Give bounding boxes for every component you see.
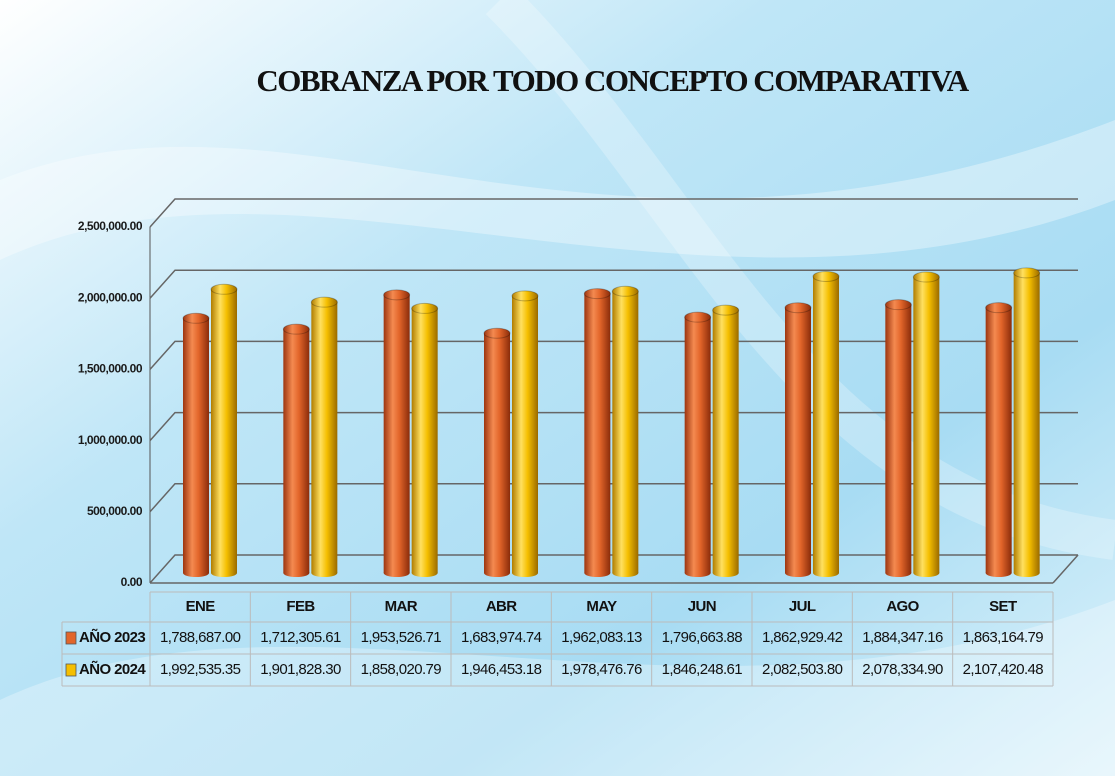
y-tick-label: 2,000,000.00	[78, 290, 143, 304]
bar-cap	[283, 324, 309, 334]
bar	[913, 277, 939, 573]
bar	[384, 295, 410, 573]
bar-cap	[384, 290, 410, 300]
bar	[484, 333, 510, 573]
table-value: 1,712,305.61	[260, 629, 341, 646]
x-tick-label: MAR	[385, 598, 418, 615]
bar-base	[311, 569, 337, 577]
table-value: 1,862,929.42	[762, 629, 843, 646]
bar	[183, 318, 209, 573]
table-value: 1,683,974.74	[461, 629, 542, 646]
table-value: 1,788,687.00	[160, 629, 241, 646]
bar-base	[685, 569, 711, 577]
table-value: 2,082,503.80	[762, 661, 843, 678]
x-tick-label: FEB	[286, 598, 315, 615]
bar	[311, 302, 337, 573]
y-tick-label: 2,500,000.00	[78, 219, 143, 233]
legend-label: AÑO 2023	[79, 628, 145, 646]
bar	[211, 289, 237, 573]
bar	[986, 308, 1012, 573]
bar-base	[913, 569, 939, 577]
x-tick-label: SET	[989, 598, 1017, 615]
bar-cap	[813, 271, 839, 281]
bar-base	[1014, 569, 1040, 577]
bar-cap	[885, 300, 911, 310]
table-value: 1,901,828.30	[260, 661, 341, 678]
bar-cap	[986, 303, 1012, 313]
bar-base	[211, 569, 237, 577]
bar-base	[584, 569, 610, 577]
x-tick-label: AGO	[886, 598, 919, 615]
bar-base	[612, 569, 638, 577]
x-tick-label: ABR	[486, 598, 517, 615]
bar-base	[412, 569, 438, 577]
table-value: 1,884,347.16	[862, 629, 943, 646]
bar-base	[484, 569, 510, 577]
bar-base	[885, 569, 911, 577]
table-value: 1,953,526.71	[361, 629, 442, 646]
table-value: 2,078,334.90	[862, 661, 943, 678]
table-value: 1,863,164.79	[963, 629, 1044, 646]
table-value: 1,992,535.35	[160, 661, 241, 678]
legend-label: AÑO 2024	[79, 660, 146, 678]
table-value: 1,962,083.13	[561, 629, 642, 646]
bar	[283, 329, 309, 573]
bar-cap	[685, 312, 711, 322]
table-value: 2,107,420.48	[963, 661, 1044, 678]
chart-title: COBRANZA POR TODO CONCEPTO COMPARATIVA	[256, 63, 969, 98]
bar-base	[183, 569, 209, 577]
bar-cap	[1014, 268, 1040, 278]
bar	[584, 294, 610, 573]
y-tick-label: 1,000,000.00	[78, 433, 143, 447]
bar-base	[813, 569, 839, 577]
bar-cap	[183, 313, 209, 323]
bar	[1014, 273, 1040, 573]
x-tick-label: MAY	[586, 598, 617, 615]
y-tick-label: 1,500,000.00	[78, 362, 143, 376]
bar-base	[986, 569, 1012, 577]
bar-cap	[484, 328, 510, 338]
x-tick-label: JUN	[688, 598, 716, 615]
bar	[713, 310, 739, 573]
y-tick-label: 500,000.00	[87, 504, 143, 518]
table-value: 1,946,453.18	[461, 661, 542, 678]
bar-cap	[612, 286, 638, 296]
bar-cap	[211, 284, 237, 294]
y-tick-label: 0.00	[121, 575, 143, 589]
bar	[512, 296, 538, 573]
bar-base	[713, 569, 739, 577]
bar-cap	[512, 291, 538, 301]
x-tick-label: JUL	[789, 598, 816, 615]
table-value: 1,978,476.76	[561, 661, 642, 678]
bar-base	[512, 569, 538, 577]
bar-cap	[311, 297, 337, 307]
bar-cap	[713, 305, 739, 315]
chart: COBRANZA POR TODO CONCEPTO COMPARATIVA 0…	[0, 0, 1115, 776]
bar	[813, 276, 839, 573]
bar-cap	[584, 289, 610, 299]
table-value: 1,858,020.79	[361, 661, 442, 678]
x-tick-label: ENE	[186, 598, 216, 615]
bar-cap	[785, 303, 811, 313]
bar-base	[283, 569, 309, 577]
bar	[612, 291, 638, 573]
bar-base	[785, 569, 811, 577]
bar-cap	[913, 272, 939, 282]
bar	[685, 317, 711, 573]
legend-key	[66, 664, 76, 676]
bar	[785, 308, 811, 573]
bar	[885, 305, 911, 573]
bar-base	[384, 569, 410, 577]
legend-key	[66, 632, 76, 644]
bar	[412, 308, 438, 573]
table-value: 1,796,663.88	[662, 629, 743, 646]
table-value: 1,846,248.61	[662, 661, 743, 678]
bar-cap	[412, 303, 438, 313]
